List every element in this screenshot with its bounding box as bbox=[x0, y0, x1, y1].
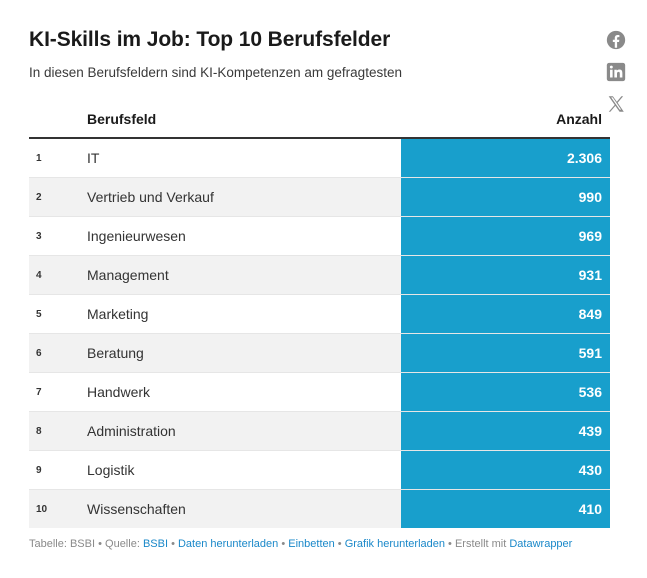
datawrapper-link[interactable]: Datawrapper bbox=[509, 538, 573, 550]
row-rank: 3 bbox=[29, 216, 87, 256]
table-row: 2 Vertrieb und Verkauf 990 bbox=[29, 177, 610, 217]
row-rank: 2 bbox=[29, 177, 87, 217]
x-share-button[interactable] bbox=[605, 93, 627, 115]
row-anzahl: 591 bbox=[401, 333, 610, 373]
row-berufsfeld: Management bbox=[87, 255, 401, 295]
row-anzahl: 536 bbox=[401, 372, 610, 412]
linkedin-icon bbox=[606, 62, 626, 82]
row-rank: 5 bbox=[29, 294, 87, 334]
row-rank: 1 bbox=[29, 138, 87, 178]
row-berufsfeld: Beratung bbox=[87, 333, 401, 373]
embed-link[interactable]: Einbetten bbox=[288, 538, 335, 550]
table-row: 5 Marketing 849 bbox=[29, 294, 610, 334]
table-row: 8 Administration 439 bbox=[29, 411, 610, 451]
facebook-icon bbox=[606, 30, 626, 50]
header-berufsfeld[interactable]: Berufsfeld bbox=[87, 101, 401, 139]
row-anzahl: 439 bbox=[401, 411, 610, 451]
footer-source-label: Quelle: bbox=[105, 538, 140, 550]
footer-created-with: Erstellt mit bbox=[454, 538, 507, 550]
table-row: 1 IT 2.306 bbox=[29, 138, 610, 178]
header-rank bbox=[29, 101, 87, 139]
row-rank: 4 bbox=[29, 255, 87, 295]
download-graphic-link[interactable]: Grafik herunterladen bbox=[344, 538, 445, 550]
row-anzahl: 430 bbox=[401, 450, 610, 490]
chart-title: KI-Skills im Job: Top 10 Berufsfelder bbox=[29, 28, 391, 51]
linkedin-share-button[interactable] bbox=[605, 61, 627, 83]
header-anzahl[interactable]: Anzahl bbox=[401, 101, 610, 139]
table-row: 6 Beratung 591 bbox=[29, 333, 610, 373]
source-link[interactable]: BSBI bbox=[142, 538, 169, 550]
table-row: 4 Management 931 bbox=[29, 255, 610, 295]
row-berufsfeld: Logistik bbox=[87, 450, 401, 490]
footer-table-label: Tabelle: BSBI bbox=[29, 538, 96, 550]
row-berufsfeld: IT bbox=[87, 138, 401, 178]
row-rank: 7 bbox=[29, 372, 87, 412]
table-row: 9 Logistik 430 bbox=[29, 450, 610, 490]
row-rank: 10 bbox=[29, 489, 87, 528]
table-row: 7 Handwerk 536 bbox=[29, 372, 610, 412]
row-berufsfeld: Marketing bbox=[87, 294, 401, 334]
table-row: 10 Wissenschaften 410 bbox=[29, 489, 610, 528]
row-berufsfeld: Handwerk bbox=[87, 372, 401, 412]
table-header-row: Berufsfeld Anzahl bbox=[29, 101, 610, 139]
table-row: 3 Ingenieurwesen 969 bbox=[29, 216, 610, 256]
row-anzahl: 990 bbox=[401, 177, 610, 217]
x-icon bbox=[608, 96, 624, 112]
row-rank: 8 bbox=[29, 411, 87, 451]
row-anzahl: 969 bbox=[401, 216, 610, 256]
row-anzahl: 2.306 bbox=[401, 138, 610, 178]
facebook-share-button[interactable] bbox=[605, 29, 627, 51]
row-berufsfeld: Administration bbox=[87, 411, 401, 451]
row-rank: 9 bbox=[29, 450, 87, 490]
row-berufsfeld: Ingenieurwesen bbox=[87, 216, 401, 256]
data-table: Berufsfeld Anzahl 1 IT 2.306 2 Vertrieb und … bbox=[29, 101, 610, 528]
row-anzahl: 410 bbox=[401, 489, 610, 528]
footer: Tabelle: BSBI • Quelle: BSBI • Daten her… bbox=[29, 538, 573, 550]
row-anzahl: 849 bbox=[401, 294, 610, 334]
download-data-link[interactable]: Daten herunterladen bbox=[177, 538, 279, 550]
row-berufsfeld: Wissenschaften bbox=[87, 489, 401, 528]
row-anzahl: 931 bbox=[401, 255, 610, 295]
chart-subtitle: In diesen Berufsfeldern sind KI-Kompeten… bbox=[29, 65, 402, 80]
row-rank: 6 bbox=[29, 333, 87, 373]
row-berufsfeld: Vertrieb und Verkauf bbox=[87, 177, 401, 217]
